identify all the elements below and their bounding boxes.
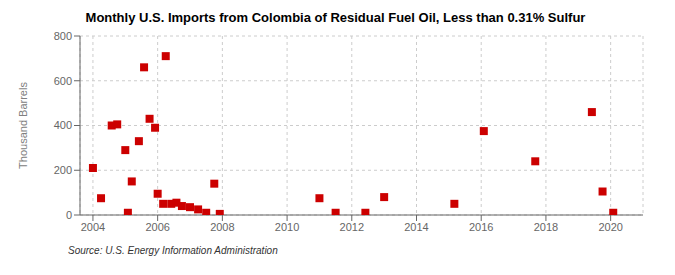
- svg-text:2014: 2014: [404, 221, 428, 233]
- svg-text:Thousand Barrels: Thousand Barrels: [17, 82, 29, 169]
- svg-text:2010: 2010: [275, 221, 299, 233]
- html-text:Source: U.S. Energy Informatio: Source: U.S. Energy Information Administ…: [68, 245, 278, 256]
- html-text:Monthly U.S. Imports from Colo: Monthly U.S. Imports from Colombia of Re…: [85, 10, 586, 25]
- svg-text:2008: 2008: [210, 221, 234, 233]
- svg-text:2020: 2020: [598, 221, 622, 233]
- svg-text:2004: 2004: [81, 221, 105, 233]
- svg-text:2012: 2012: [340, 221, 364, 233]
- svg-text:600: 600: [54, 75, 72, 87]
- svg-text:0: 0: [66, 209, 72, 221]
- svg-text:200: 200: [54, 164, 72, 176]
- svg-text:800: 800: [54, 30, 72, 42]
- svg-text:2006: 2006: [145, 221, 169, 233]
- svg-text:400: 400: [54, 119, 72, 131]
- svg-text:2018: 2018: [534, 221, 558, 233]
- svg-text:2016: 2016: [469, 221, 493, 233]
